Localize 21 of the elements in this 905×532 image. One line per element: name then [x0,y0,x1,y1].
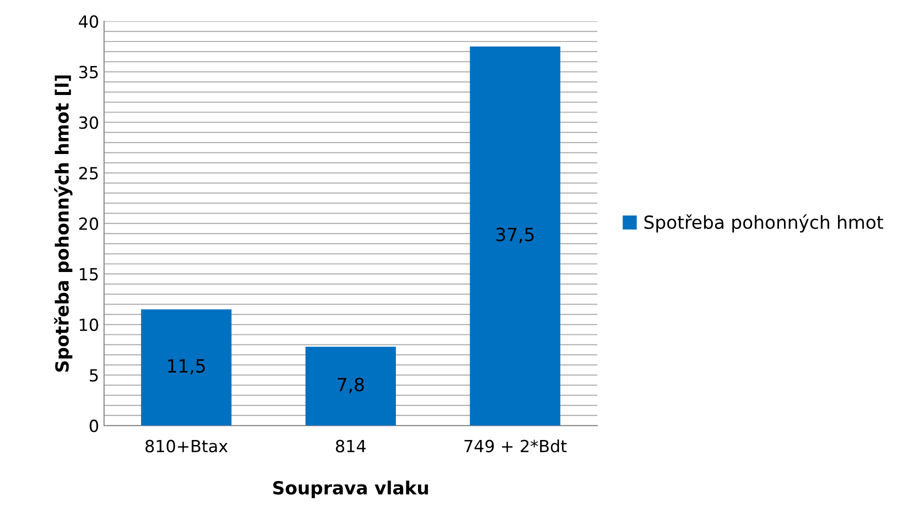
y-tick-label: 30 [79,116,98,129]
y-axis-title: Spotřeba pohonných hmot [l] [54,75,72,372]
bar [470,46,560,426]
legend-label: Spotřeba pohonných hmot [644,214,884,233]
x-axis-title: Souprava vlaku [273,480,428,498]
y-tick-label: 15 [80,268,98,281]
y-tick-label: 0 [90,420,98,432]
y-tick-label: 20 [79,217,98,230]
x-tick-label: 810+Btax [145,440,228,452]
x-tick-label: 814 [336,440,366,452]
y-tick-label: 40 [78,15,98,28]
y-tick-label: 5 [90,369,98,382]
bar [141,309,232,426]
y-tick-label: 10 [80,318,98,332]
data-label: 7,8 [338,378,364,394]
y-tick-label: 35 [79,66,98,78]
bar [305,346,396,426]
x-tick-label: 749 + 2*Bdt [464,439,567,452]
data-label: 11,5 [168,359,205,375]
y-tick-label: 25 [79,166,98,180]
data-label: 37,5 [496,228,534,244]
